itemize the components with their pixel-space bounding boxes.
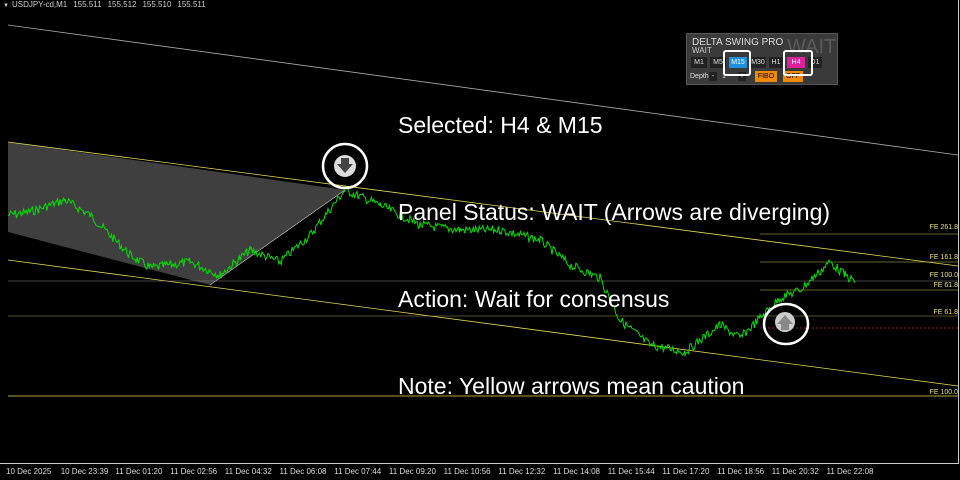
dropdown-icon[interactable]: ▼	[3, 3, 9, 9]
fib-label: FE 100.0	[929, 272, 958, 279]
trend-line-white	[7, 24, 959, 156]
symbol-label: USDJPY-cd,M1	[11, 0, 68, 9]
price-line	[7, 186, 856, 358]
time-tick-label: 11 Dec 09:20	[388, 467, 436, 476]
depth-value: 1	[722, 73, 726, 80]
time-tick-label: 11 Dec 12:32	[498, 467, 546, 476]
time-tick-label: 11 Dec 14:08	[553, 467, 600, 476]
tf-m5-button[interactable]: M5	[710, 57, 726, 68]
time-tick-label: 11 Dec 07:44	[334, 467, 382, 476]
time-tick-label: 11 Dec 04:32	[224, 467, 272, 476]
panel-status-watermark: WAIT	[787, 36, 837, 58]
time-tick-label: 10 Dec 23:39	[60, 467, 109, 476]
time-tick-label: 11 Dec 01:20	[115, 467, 163, 476]
price-low: 155.510	[142, 0, 172, 9]
tf-m30-button[interactable]: M30	[750, 57, 766, 68]
tf-m1-button[interactable]: M1	[691, 57, 707, 68]
arrow-up-icon	[775, 312, 795, 332]
off-button[interactable]: OFF	[783, 71, 803, 82]
note-selected: Selected: H4 & M15	[398, 112, 603, 138]
buy-arrow-marker[interactable]	[762, 302, 810, 346]
arrow-down-icon	[334, 155, 356, 177]
price-axis-border	[958, 0, 959, 464]
note-caution: Note: Yellow arrows mean caution	[398, 373, 745, 399]
swing-line	[209, 189, 346, 286]
delta-swing-panel: DELTA SWING PRO WAIT WAIT M1 M5 M15 M30 …	[686, 33, 838, 85]
channel-upper	[7, 141, 959, 267]
fib-label: FE 161.8	[929, 254, 958, 261]
fib-label: FE 61.8	[933, 282, 958, 289]
highlight-m15	[723, 50, 751, 76]
panel-title: DELTA SWING PRO	[692, 37, 784, 48]
time-tick-label: 11 Dec 20:32	[771, 467, 819, 476]
depth-plus-button[interactable]: +	[738, 72, 746, 81]
price-open: 155.511	[73, 0, 102, 9]
time-tick-label: 11 Dec 10:56	[443, 467, 491, 476]
price-high: 155.512	[107, 0, 137, 9]
time-tick-label: 10 Dec 2025	[6, 467, 52, 476]
sell-arrow-marker[interactable]	[321, 142, 369, 190]
time-tick-label: 11 Dec 18:56	[717, 467, 765, 476]
chart-header: ▼ USDJPY-cd,M1 155.511 155.512 155.510 155.51…	[0, 0, 206, 10]
shaded-swing-zone	[8, 142, 345, 285]
depth-minus-button[interactable]: -	[709, 72, 717, 81]
channel-lower	[7, 259, 959, 387]
time-axis-border	[0, 463, 958, 464]
time-tick-label: 11 Dec 17:20	[662, 467, 710, 476]
note-action: Action: Wait for consensus	[398, 286, 670, 312]
time-tick-label: 11 Dec 15:44	[607, 467, 655, 476]
time-tick-label: 11 Dec 22:08	[826, 467, 874, 476]
panel-status: WAIT	[692, 46, 712, 55]
tf-h1-button[interactable]: H1	[769, 57, 783, 68]
price-close: 155.511	[177, 0, 206, 9]
price-chart[interactable]	[0, 0, 960, 464]
note-panel-status: Panel Status: WAIT (Arrows are diverging…	[398, 199, 831, 225]
fib-label: FE 100.0	[929, 389, 958, 396]
tf-m15-button[interactable]: M15	[729, 57, 747, 68]
depth-label: Depth:	[690, 73, 711, 80]
time-tick-label: 11 Dec 02:56	[170, 467, 218, 476]
time-tick-label: 11 Dec 06:08	[279, 467, 327, 476]
fibo-button[interactable]: FIBO	[755, 71, 777, 82]
tf-h4-button[interactable]: H4	[787, 57, 805, 68]
tf-d1-button[interactable]: D1	[808, 57, 822, 68]
fib-label: FE 61.8	[933, 309, 958, 316]
highlight-h4	[783, 50, 813, 76]
fib-label: FE 261.8	[929, 224, 958, 231]
